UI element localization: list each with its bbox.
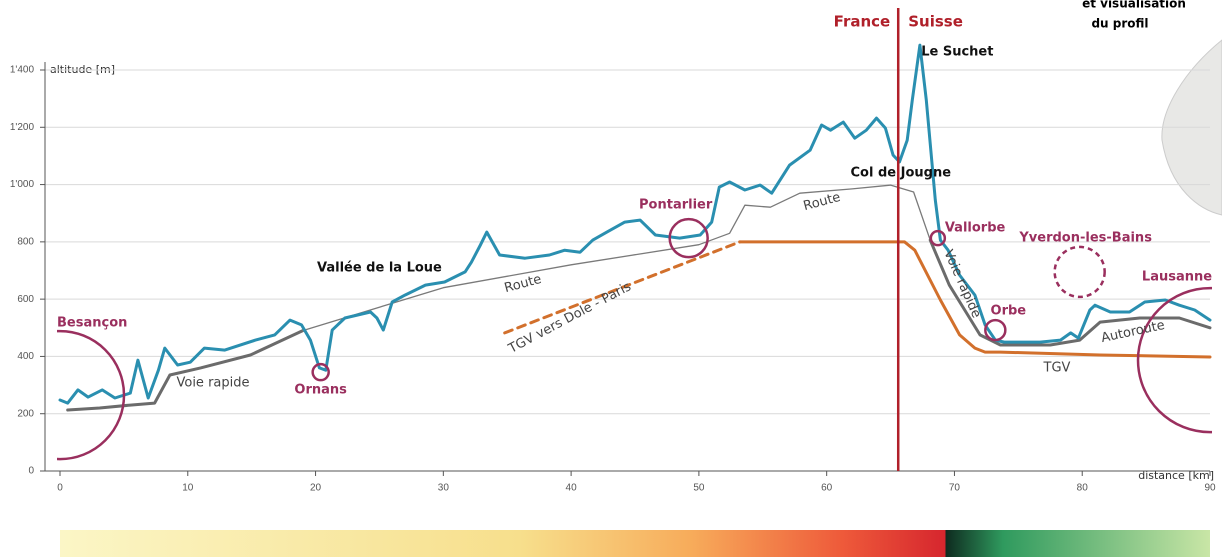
y-tick-label: 0	[28, 466, 34, 477]
place-label: Besançon	[57, 316, 127, 331]
x-tick-label: 70	[949, 483, 961, 494]
x-axis-label: distance [km]	[1138, 469, 1214, 482]
place-circle	[1053, 245, 1106, 299]
y-tick-label: 1'400	[10, 65, 35, 76]
y-tick-label: 1'000	[10, 179, 35, 190]
x-tick-label: 0	[57, 483, 63, 494]
color-bar	[60, 530, 1210, 557]
line-label: TGV	[1043, 361, 1071, 376]
x-tick-label: 10	[182, 483, 194, 494]
place-label: Pontarlier	[639, 198, 713, 213]
corner-text: du profil	[1091, 17, 1148, 31]
y-tick-label: 200	[17, 408, 34, 419]
x-tick-label: 30	[438, 483, 450, 494]
y-tick-label: 1'200	[10, 122, 35, 133]
profile-line	[66, 329, 305, 412]
y-tick-label: 600	[17, 294, 34, 305]
place-circle	[57, 329, 126, 461]
place-circles	[57, 217, 1212, 461]
feature-label: Col de Jougne	[851, 166, 952, 181]
border-label: France	[834, 13, 891, 31]
x-tick-label: 20	[310, 483, 322, 494]
place-circle	[929, 229, 947, 247]
place-circle	[984, 318, 1007, 342]
place-circle	[311, 362, 330, 382]
corner-text: et visualisation	[1082, 0, 1186, 11]
place-label: Orbe	[991, 304, 1027, 319]
place-circle	[668, 217, 709, 259]
place-label: Ornans	[294, 383, 347, 398]
border-label: Suisse	[908, 13, 963, 31]
line-label: Voie rapide	[176, 376, 249, 391]
feature-label: Le Suchet	[921, 45, 993, 60]
line-label: Route	[802, 190, 842, 214]
x-tick-label: 80	[1077, 483, 1089, 494]
place-label: Vallorbe	[945, 221, 1006, 236]
place-label: Yverdon-les-Bains	[1018, 230, 1152, 245]
profile-line	[302, 184, 931, 332]
profile-line	[503, 240, 742, 335]
feature-label: Vallée de la Loue	[317, 261, 442, 276]
place-circle	[1136, 286, 1212, 434]
x-tick-label: 60	[821, 483, 833, 494]
place-label: Lausanne	[1142, 270, 1212, 285]
profile-line	[738, 240, 1212, 359]
x-tick-label: 40	[566, 483, 578, 494]
y-tick-label: 800	[17, 236, 34, 247]
x-tick-label: 90	[1204, 483, 1216, 494]
x-tick-label: 50	[693, 483, 705, 494]
profile-line	[58, 43, 1212, 405]
y-tick-label: 400	[17, 351, 34, 362]
